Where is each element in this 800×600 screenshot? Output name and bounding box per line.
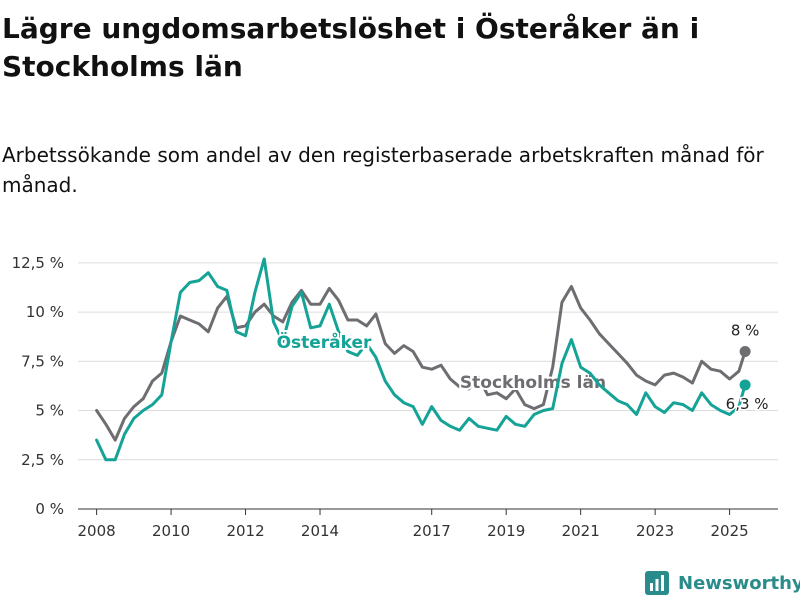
y-tick-label: 10 % bbox=[26, 303, 64, 321]
series-label-stockholm: Stockholms län bbox=[460, 373, 606, 393]
end-label-osteraker: 6,3 % bbox=[726, 395, 769, 413]
x-tick-label: 2021 bbox=[562, 522, 600, 540]
x-tick-label: 2025 bbox=[711, 522, 749, 540]
x-tick-label: 2012 bbox=[226, 522, 264, 540]
bar-chart-logo-icon bbox=[645, 571, 669, 595]
x-tick-label: 2008 bbox=[78, 522, 116, 540]
series-line-osteraker bbox=[95, 257, 747, 462]
y-tick-label: 7,5 % bbox=[21, 352, 64, 370]
series-line-stockholm bbox=[95, 285, 747, 442]
x-tick-label: 2017 bbox=[413, 522, 451, 540]
brand-name: Newsworthy bbox=[678, 572, 800, 594]
series-label-osteraker: Österåker bbox=[277, 331, 372, 353]
end-label-stockholm: 8 % bbox=[731, 321, 760, 339]
end-point-osteraker bbox=[739, 379, 751, 391]
y-tick-label: 2,5 % bbox=[21, 451, 64, 469]
y-tick-label: 5 % bbox=[35, 402, 64, 420]
x-tick-label: 2010 bbox=[152, 522, 190, 540]
y-tick-label: 0 % bbox=[35, 500, 64, 518]
x-tick-label: 2019 bbox=[487, 522, 525, 540]
chart-title: Lägre ungdomsarbetslöshet i Österåker än… bbox=[2, 12, 700, 83]
x-tick-label: 2023 bbox=[636, 522, 674, 540]
y-tick-label: 12,5 % bbox=[12, 254, 64, 272]
chart-subtitle: Arbetssökande som andel av den registerb… bbox=[2, 143, 764, 197]
end-point-stockholm bbox=[739, 345, 751, 357]
x-tick-label: 2014 bbox=[301, 522, 339, 540]
newsworthy-logo[interactable]: Newsworthy bbox=[644, 568, 800, 598]
